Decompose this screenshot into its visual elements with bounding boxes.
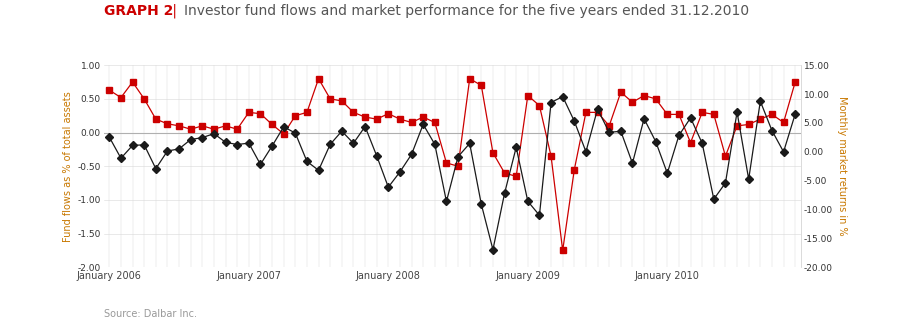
Text: |: | bbox=[168, 4, 182, 18]
Y-axis label: Fund flows as % of total assets: Fund flows as % of total assets bbox=[63, 91, 73, 242]
Text: Source: Dalbar Inc.: Source: Dalbar Inc. bbox=[104, 309, 196, 319]
Text: GRAPH 2: GRAPH 2 bbox=[104, 4, 173, 18]
Y-axis label: Monthly market returns in %: Monthly market returns in % bbox=[837, 96, 847, 236]
Text: Investor fund flows and market performance for the five years ended 31.12.2010: Investor fund flows and market performan… bbox=[184, 4, 750, 18]
